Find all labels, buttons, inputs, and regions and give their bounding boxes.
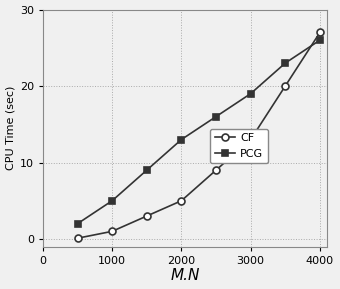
PCG xyxy=(283,61,287,65)
CF xyxy=(249,138,253,141)
X-axis label: M.N: M.N xyxy=(170,268,200,284)
CF xyxy=(179,199,183,203)
CF xyxy=(318,31,322,34)
PCG xyxy=(179,138,183,141)
PCG xyxy=(75,222,80,225)
PCG xyxy=(318,38,322,42)
CF xyxy=(75,236,80,240)
CF xyxy=(214,168,218,172)
Line: CF: CF xyxy=(74,29,323,242)
PCG xyxy=(110,199,114,203)
CF xyxy=(110,229,114,233)
Line: PCG: PCG xyxy=(74,37,323,227)
PCG xyxy=(145,168,149,172)
Y-axis label: CPU Time (sec): CPU Time (sec) xyxy=(5,86,16,170)
Legend: CF, PCG: CF, PCG xyxy=(210,129,268,163)
CF xyxy=(283,84,287,88)
PCG xyxy=(214,115,218,118)
CF xyxy=(145,214,149,218)
PCG xyxy=(249,92,253,95)
